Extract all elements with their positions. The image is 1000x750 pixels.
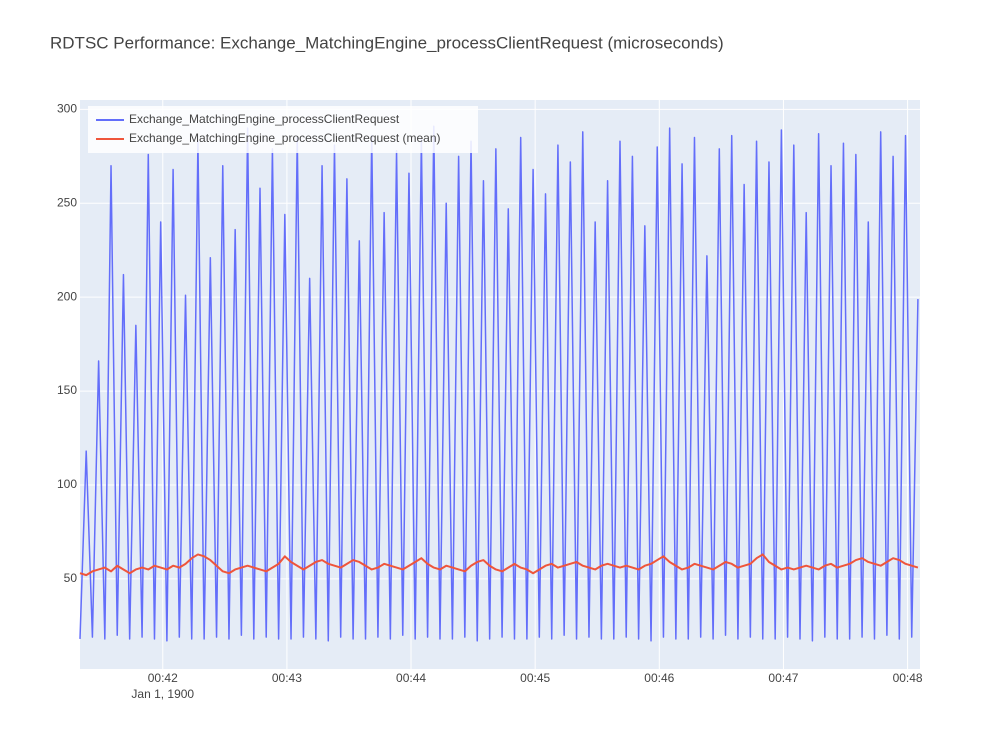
legend-box bbox=[88, 106, 478, 153]
series-line bbox=[79, 125, 919, 642]
x-tick-label: 00:42 bbox=[148, 671, 178, 685]
chart-title: RDTSC Performance: Exchange_MatchingEngi… bbox=[50, 33, 724, 52]
y-tick-label: 250 bbox=[57, 195, 77, 209]
x-tick-label: 00:47 bbox=[768, 671, 798, 685]
x-tick-label: 00:46 bbox=[644, 671, 674, 685]
x-tick-label: 00:48 bbox=[893, 671, 923, 685]
legend: Exchange_MatchingEngine_processClientReq… bbox=[88, 106, 478, 153]
series-line bbox=[79, 553, 919, 577]
x-tick-label: 00:43 bbox=[272, 671, 302, 685]
y-tick-label: 50 bbox=[64, 571, 78, 585]
y-tick-label: 200 bbox=[57, 289, 77, 303]
x-tick-label: 00:45 bbox=[520, 671, 550, 685]
y-tick-label: 150 bbox=[57, 383, 77, 397]
y-tick-label: 300 bbox=[57, 102, 77, 116]
legend-label: Exchange_MatchingEngine_processClientReq… bbox=[129, 131, 441, 145]
y-tick-label: 100 bbox=[57, 477, 77, 491]
x-date-label: Jan 1, 1900 bbox=[131, 687, 194, 701]
x-tick-label: 00:44 bbox=[396, 671, 426, 685]
axes: 50 100 150 200 250 300 00:42 Jan 1, 1900 00:43 00… bbox=[57, 102, 923, 702]
lines bbox=[79, 125, 919, 642]
legend-label: Exchange_MatchingEngine_processClientReq… bbox=[129, 112, 400, 126]
